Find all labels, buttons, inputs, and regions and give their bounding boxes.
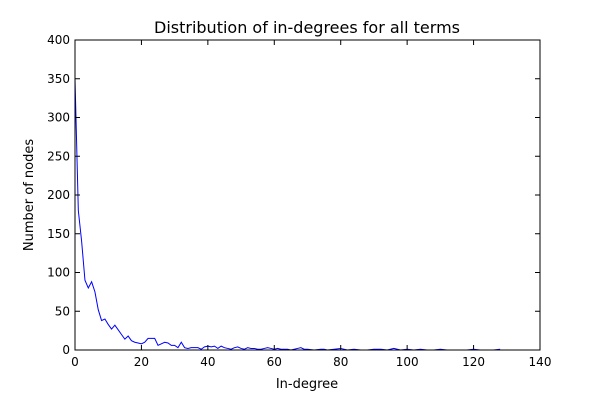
- plot-frame: [74, 39, 541, 351]
- x-tick-label: 60: [267, 355, 282, 369]
- axis-ticks: 0 20 40 60 80 100 120 140 0 50 100 150 200 250 300 350 4…: [47, 33, 551, 369]
- y-tick-label: 350: [47, 72, 70, 86]
- x-tick-label: 20: [134, 355, 149, 369]
- series-line-0: [74, 78, 501, 351]
- x-tick-label: 40: [200, 355, 215, 369]
- y-tick-label: 400: [47, 33, 70, 47]
- y-tick-label: 0: [62, 343, 70, 357]
- y-tick-label: 200: [47, 188, 70, 202]
- y-tick-label: 250: [47, 149, 70, 163]
- plot-area: [74, 78, 501, 351]
- y-axis-label: Number of nodes: [22, 139, 37, 251]
- x-tick-label: 0: [71, 355, 79, 369]
- x-tick-label: 140: [529, 355, 552, 369]
- y-tick-label: 50: [55, 304, 70, 318]
- x-tick-label: 120: [462, 355, 485, 369]
- y-tick-label: 300: [47, 111, 70, 125]
- y-tick-label: 100: [47, 266, 70, 280]
- x-axis-label: In-degree: [276, 377, 338, 392]
- y-tick-label: 150: [47, 227, 70, 241]
- x-tick-label: 100: [396, 355, 419, 369]
- x-tick-label: 80: [333, 355, 348, 369]
- chart-title: Distribution of in-degrees for all terms: [154, 18, 460, 37]
